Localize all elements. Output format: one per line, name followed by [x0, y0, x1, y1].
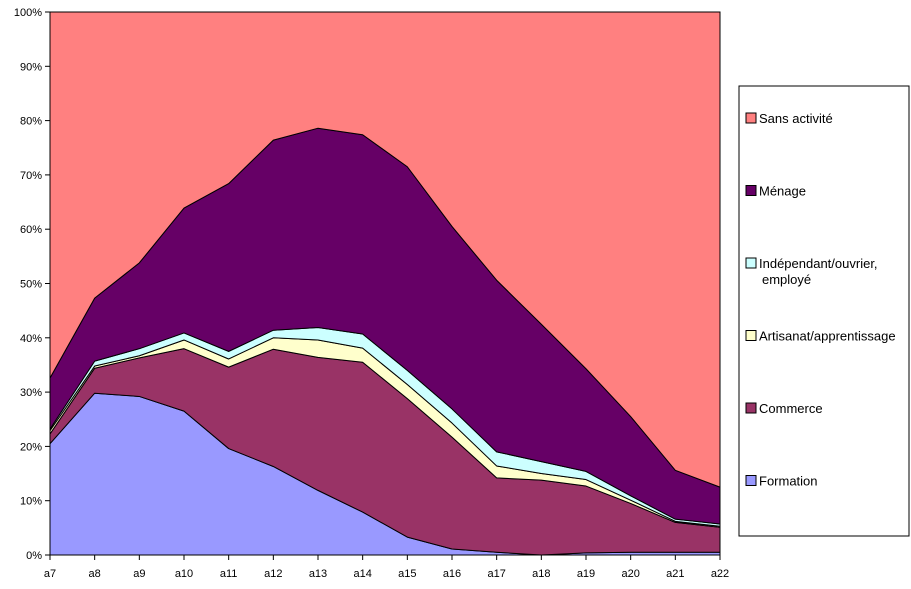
- legend-label-menage: Ménage: [759, 184, 806, 199]
- y-tick-label: 40%: [20, 333, 42, 345]
- x-tick-label: a14: [353, 568, 371, 580]
- x-tick-label: a12: [264, 568, 282, 580]
- legend-swatch-independant-ouvrier-employe: [745, 257, 757, 269]
- y-tick-label: 10%: [20, 496, 42, 508]
- legend: Sans activité Ménage Indépendant/ouvrier, e…: [738, 85, 910, 537]
- x-tick-label: a9: [133, 568, 145, 580]
- x-tick-label: a22: [711, 568, 729, 580]
- y-tick-label: 90%: [20, 61, 42, 73]
- legend-label-formation: Formation: [759, 474, 818, 489]
- legend-swatch-formation: [745, 475, 757, 486]
- x-tick-label: a16: [443, 568, 461, 580]
- legend-label-commerce: Commerce: [759, 401, 823, 416]
- y-tick-label: 70%: [20, 170, 42, 182]
- legend-swatch-artisanat-apprentissage: [745, 330, 757, 341]
- y-tick-label: 80%: [20, 116, 42, 128]
- legend-label-independant-ouvrier-employe: Indépendant/ouvrier, employé: [759, 256, 878, 287]
- legend-swatch-sans-activite: [745, 112, 757, 124]
- y-tick-label: 100%: [14, 7, 42, 19]
- y-tick-label: 0%: [26, 550, 42, 562]
- x-tick-label: a13: [309, 568, 327, 580]
- x-tick-label: a18: [532, 568, 550, 580]
- y-tick-label: 30%: [20, 387, 42, 399]
- x-tick-label: a20: [621, 568, 639, 580]
- y-tick-label: 60%: [20, 224, 42, 236]
- y-tick-label: 50%: [20, 279, 42, 291]
- y-tick-label: 20%: [20, 441, 42, 453]
- x-tick-label: a17: [487, 568, 505, 580]
- legend-swatch-commerce: [745, 402, 757, 414]
- legend-box: [738, 85, 910, 537]
- x-tick-label: a7: [44, 568, 56, 580]
- axes-layer: 0% 10% 20% 30% 40% 50% 60% 70% 80% 90% 100% a7 a8 a9 a…: [14, 7, 729, 580]
- x-tick-label: a15: [398, 568, 416, 580]
- x-tick-label: a8: [89, 568, 101, 580]
- legend-label-artisanat-apprentissage: Artisanat/apprentissage: [759, 329, 896, 344]
- x-tick-label: a19: [577, 568, 595, 580]
- legend-swatch-menage: [745, 185, 757, 196]
- x-tick-label: a21: [666, 568, 684, 580]
- x-tick-label: a10: [175, 568, 193, 580]
- legend-label-sans-activite: Sans activité: [759, 111, 833, 126]
- x-tick-label: a11: [220, 568, 238, 580]
- areas-layer: [49, 11, 721, 556]
